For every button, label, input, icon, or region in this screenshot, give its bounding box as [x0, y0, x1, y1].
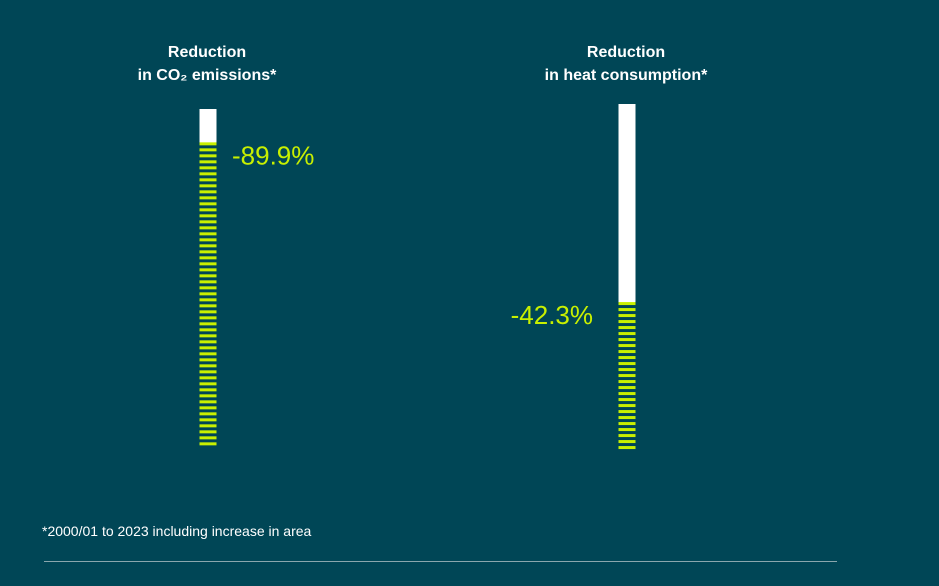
reduction-stripe	[199, 172, 217, 176]
heat-chart-title: Reduction in heat consumption*	[476, 41, 776, 87]
reduction-stripe	[199, 226, 217, 230]
reduction-stripe	[199, 328, 217, 332]
reduction-stripe	[199, 232, 217, 236]
reduction-stripe	[199, 208, 217, 212]
co2-title-line1: Reduction	[167, 44, 247, 61]
reduction-stripe	[199, 196, 217, 200]
reduction-stripe	[618, 404, 636, 408]
heat-title-line1: Reduction	[586, 44, 666, 61]
reduction-stripe	[199, 430, 217, 434]
co2-value-label: -89.9%	[232, 140, 314, 170]
reduction-stripe	[618, 416, 636, 420]
reduction-stripe	[199, 340, 217, 344]
reduction-stripe	[618, 332, 636, 336]
divider-line	[44, 561, 837, 562]
reduction-stripe	[618, 362, 636, 366]
reduction-stripe	[618, 398, 636, 402]
reduction-stripe	[199, 154, 217, 158]
level-marker	[199, 142, 217, 146]
heat-value-label: -42.3%	[511, 300, 593, 330]
reduction-stripe	[618, 380, 636, 384]
reduction-stripe	[618, 350, 636, 354]
reduction-stripe	[199, 316, 217, 320]
reduction-stripe	[618, 386, 636, 390]
reduction-stripe	[199, 406, 217, 410]
reduction-stripe	[618, 314, 636, 318]
reduction-stripe	[199, 304, 217, 308]
remaining-segment	[618, 104, 636, 304]
reduction-stripe	[199, 358, 217, 362]
reduction-stripe	[199, 220, 217, 224]
reduction-stripe	[199, 148, 217, 152]
reduction-stripe	[618, 440, 636, 444]
reduction-stripe	[618, 326, 636, 330]
reduction-stripe	[199, 280, 217, 284]
reduction-stripe	[199, 244, 217, 248]
reduction-stripe	[199, 412, 217, 416]
reduction-stripe	[199, 256, 217, 260]
reduction-stripe	[618, 356, 636, 360]
reduction-stripe	[618, 410, 636, 414]
reduction-stripe	[618, 428, 636, 432]
heat-bar	[618, 104, 636, 450]
reduction-stripe	[199, 262, 217, 266]
remaining-segment	[199, 109, 217, 144]
reduction-stripe	[618, 308, 636, 312]
reduction-stripe	[618, 368, 636, 372]
reduction-stripe	[199, 382, 217, 386]
reduction-stripe	[199, 268, 217, 272]
co2-chart-title: Reduction in CO₂ emissions*	[57, 41, 357, 87]
level-marker	[618, 302, 636, 306]
reduction-stripe	[199, 376, 217, 380]
reduction-stripe	[199, 292, 217, 296]
reduction-stripe	[199, 364, 217, 368]
co2-title-line2: in CO₂ emissions*	[137, 67, 277, 84]
reduction-stripe	[199, 202, 217, 206]
reduction-stripe	[199, 418, 217, 422]
reduction-stripe	[618, 422, 636, 426]
reduction-stripe	[199, 400, 217, 404]
reduction-stripe	[618, 446, 636, 450]
reduction-stripe	[199, 370, 217, 374]
reduction-stripe	[618, 434, 636, 438]
reduction-stripe	[618, 320, 636, 324]
reduction-stripe	[199, 298, 217, 302]
reduction-stripe	[199, 436, 217, 440]
co2-bar	[199, 109, 217, 446]
reduction-stripe	[199, 238, 217, 242]
reduction-stripe	[199, 250, 217, 254]
reduction-stripe	[199, 334, 217, 338]
reduction-stripe	[618, 374, 636, 378]
reduction-stripe	[618, 344, 636, 348]
reduction-stripe	[199, 322, 217, 326]
reduction-stripe	[199, 184, 217, 188]
reduction-stripe	[199, 166, 217, 170]
reduction-stripe	[199, 214, 217, 218]
reduction-stripe	[199, 160, 217, 164]
reduction-stripe	[199, 190, 217, 194]
reduction-stripe	[199, 442, 217, 446]
reduction-stripe	[199, 394, 217, 398]
reduction-stripe	[199, 388, 217, 392]
reduction-stripe	[618, 338, 636, 342]
reduction-stripe	[199, 286, 217, 290]
reduction-stripe	[199, 274, 217, 278]
reduction-stripe	[199, 352, 217, 356]
reduction-stripe	[199, 346, 217, 350]
reduction-stripe	[618, 392, 636, 396]
heat-title-line2: in heat consumption*	[544, 67, 708, 84]
reduction-stripe	[199, 310, 217, 314]
footnote: *2000/01 to 2023 including increase in a…	[42, 523, 312, 539]
reduction-stripe	[199, 178, 217, 182]
reduction-stripe	[199, 424, 217, 428]
